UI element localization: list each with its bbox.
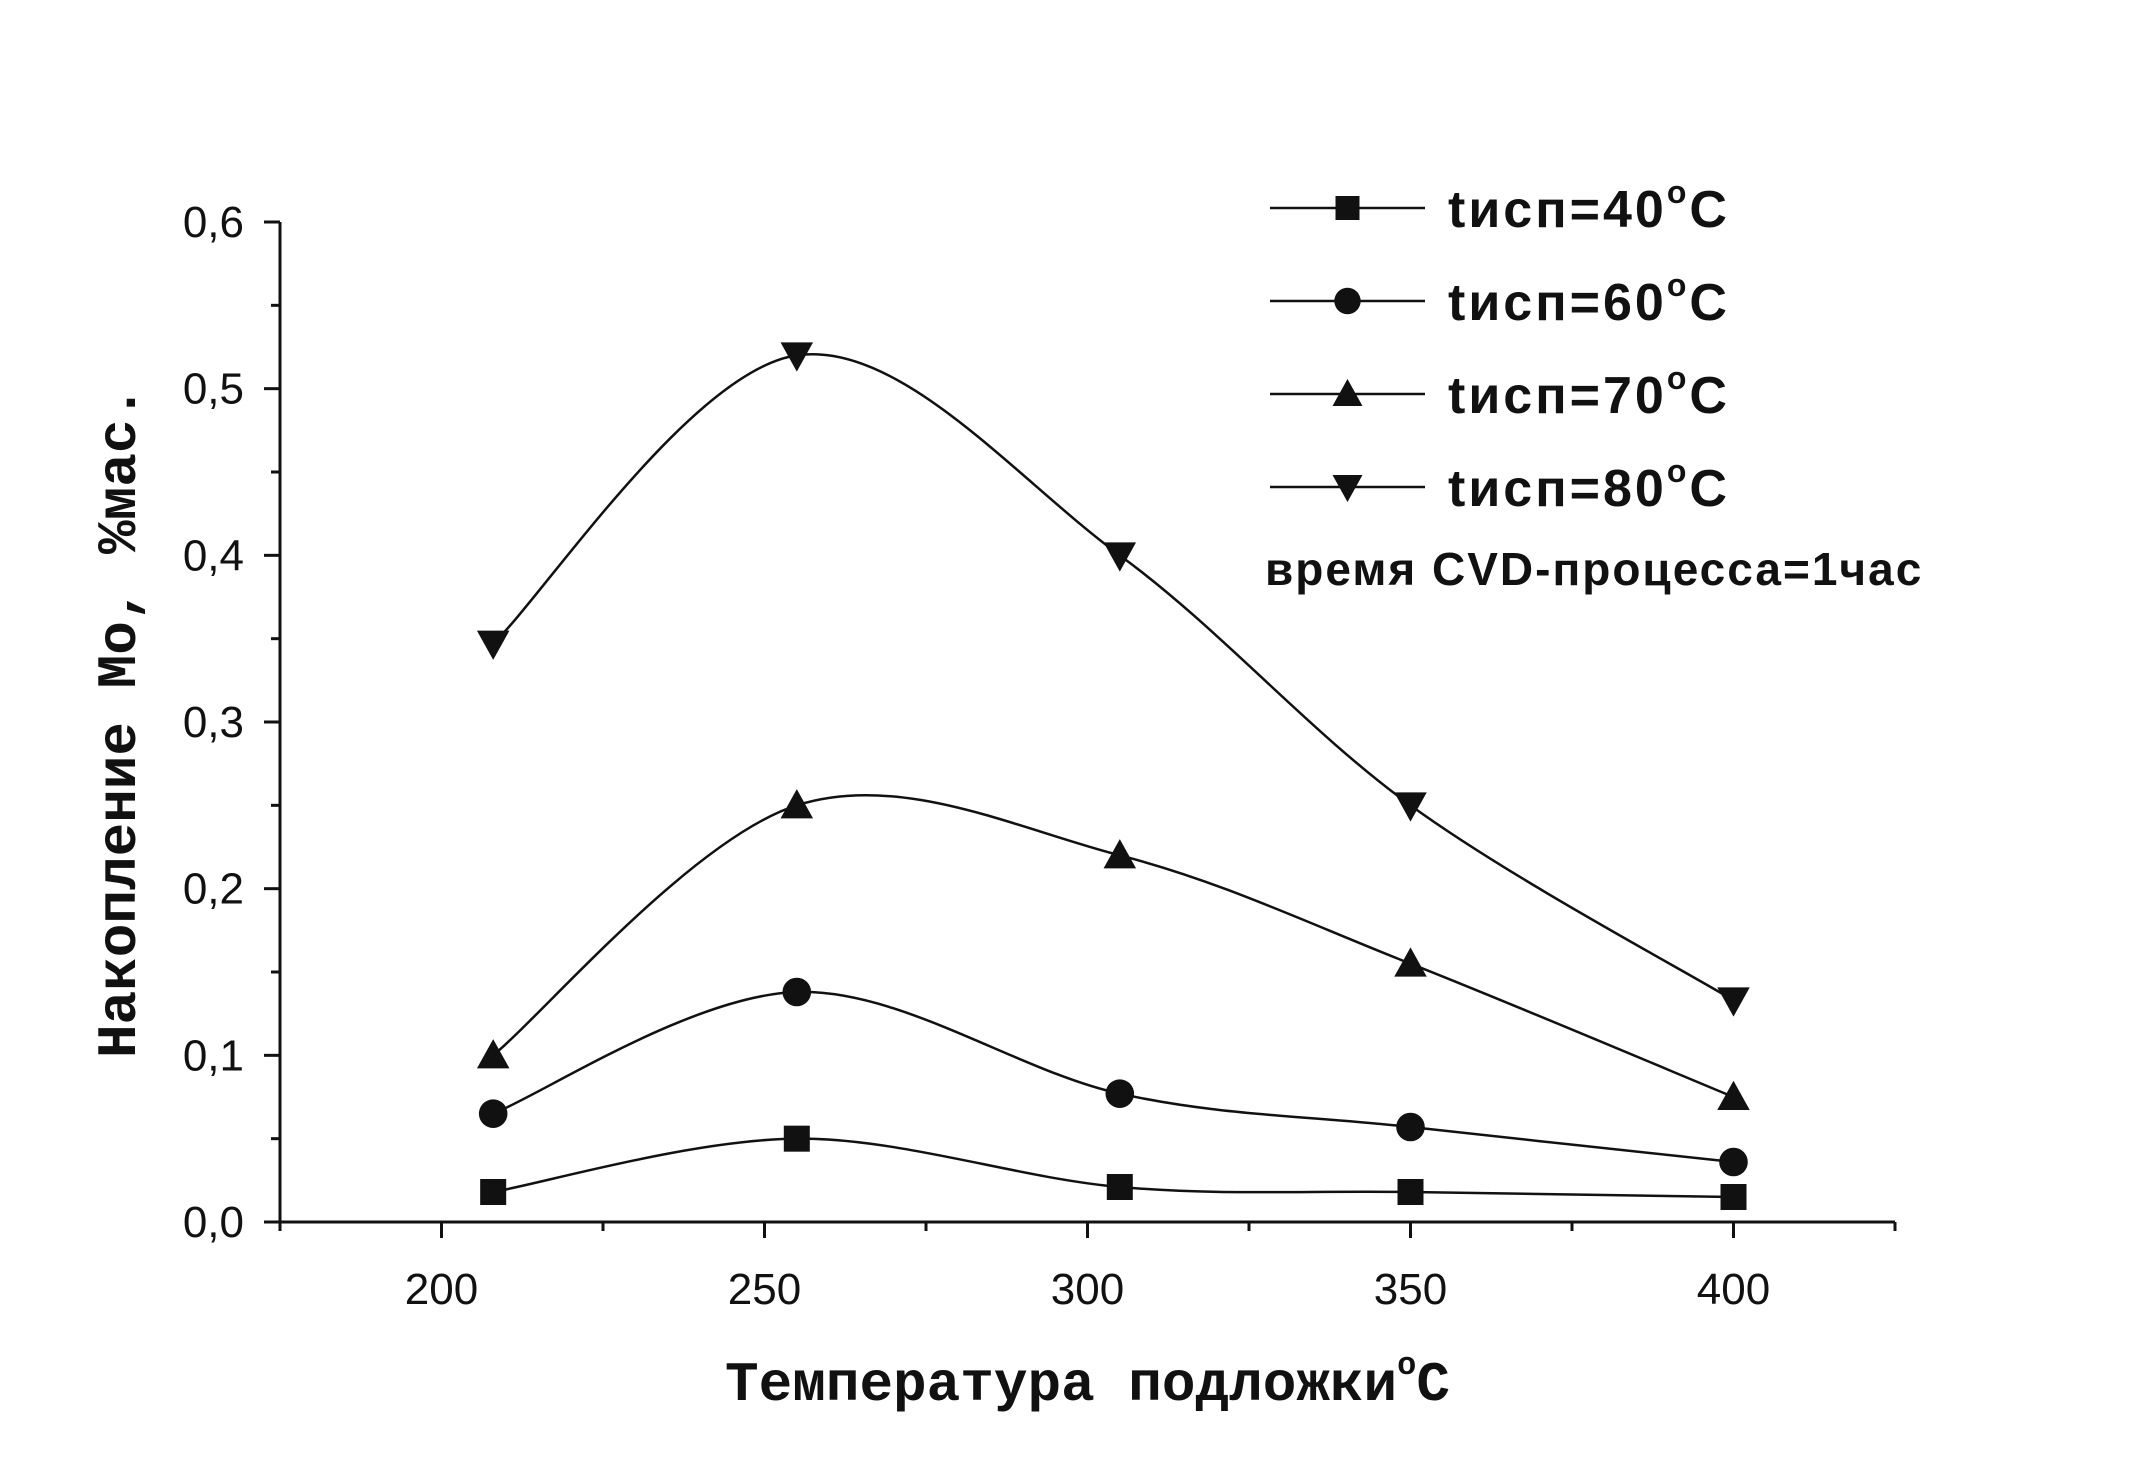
series-4-point	[780, 342, 814, 372]
y-tick-label: 0,0	[183, 1198, 244, 1247]
legend-label-unit: C	[1689, 274, 1730, 332]
legend-label-3: tисп=70oC	[1448, 360, 1730, 425]
y-tick-label: 0,5	[183, 365, 244, 414]
series-line-3	[492, 793, 1734, 1099]
legend-label-degree: o	[1667, 453, 1690, 489]
legend-label-name: tисп=80	[1448, 460, 1667, 518]
x-axis-title-text: Температура подложки	[725, 1353, 1397, 1417]
legend-marker-3	[1332, 379, 1363, 406]
series-3-point	[1717, 1080, 1750, 1110]
series-1-point	[1397, 1179, 1424, 1205]
x-tick-label: 350	[1374, 1265, 1447, 1314]
series-4-point	[1394, 792, 1427, 822]
x-axis-title: Температура подложкиoC	[725, 1347, 1450, 1417]
legend-label-unit: C	[1689, 367, 1730, 425]
series-1-point	[480, 1179, 507, 1205]
y-tick-label: 0,4	[183, 531, 244, 580]
ticks: 200 250 300 350 400 0,0 0,1 0,2 0,3 0,4 0,5 0,6	[183, 198, 1897, 1314]
legend-label-name: tисп=70	[1448, 367, 1667, 425]
series-3-point	[476, 1039, 510, 1069]
legend-label-name: tисп=40	[1448, 181, 1667, 239]
y-tick-label: 0,2	[183, 865, 244, 914]
series-2-point	[1105, 1079, 1135, 1108]
series-3-point	[1394, 947, 1427, 977]
series-4-point	[1103, 542, 1137, 572]
series-line-4	[492, 353, 1735, 1002]
series-1-point	[1720, 1184, 1747, 1210]
legend-marker-1	[1335, 196, 1360, 220]
x-axis-title-degree: o	[1397, 1347, 1416, 1384]
series-2-point	[478, 1099, 508, 1128]
series-4-point	[476, 630, 510, 660]
x-tick-label: 300	[1051, 1265, 1124, 1314]
y-tick-label: 0,1	[183, 1031, 244, 1080]
series-markers	[476, 342, 1750, 1210]
series-2-point	[782, 977, 812, 1007]
series-2-point	[1396, 1112, 1425, 1142]
series-3-point	[780, 789, 814, 819]
series-3-point	[1103, 839, 1137, 869]
legend-label-unit: C	[1689, 181, 1730, 239]
x-tick-label: 250	[728, 1265, 801, 1314]
y-tick-label: 0,3	[183, 698, 244, 747]
series-line-2	[492, 990, 1734, 1164]
legend-label-degree: o	[1667, 174, 1690, 210]
series-2-point	[1719, 1147, 1748, 1177]
legend-label-name: tисп=60	[1448, 274, 1667, 332]
legend-label-1: tисп=40oC	[1448, 174, 1730, 239]
y-axis-title: Накопление Mo, %мас.	[88, 386, 152, 1058]
legend-label-degree: o	[1667, 267, 1690, 303]
chart-annotation: время CVD-процесса=1час	[1265, 543, 1923, 595]
legend-label-4: tисп=80oC	[1448, 453, 1730, 518]
x-tick-label: 400	[1697, 1265, 1770, 1314]
legend-marker-2	[1334, 287, 1361, 315]
legend-label-2: tисп=60oC	[1448, 267, 1730, 332]
series-4-point	[1717, 987, 1750, 1017]
x-axis-title-unit: C	[1416, 1353, 1450, 1417]
series-1-point	[1106, 1174, 1133, 1200]
legend-label-degree: o	[1667, 360, 1690, 396]
y-tick-label: 0,6	[183, 198, 244, 247]
legend-label-unit: C	[1689, 460, 1730, 518]
x-tick-label: 200	[405, 1265, 478, 1314]
legend-marker-4	[1332, 475, 1363, 502]
series-1-point	[783, 1125, 810, 1152]
